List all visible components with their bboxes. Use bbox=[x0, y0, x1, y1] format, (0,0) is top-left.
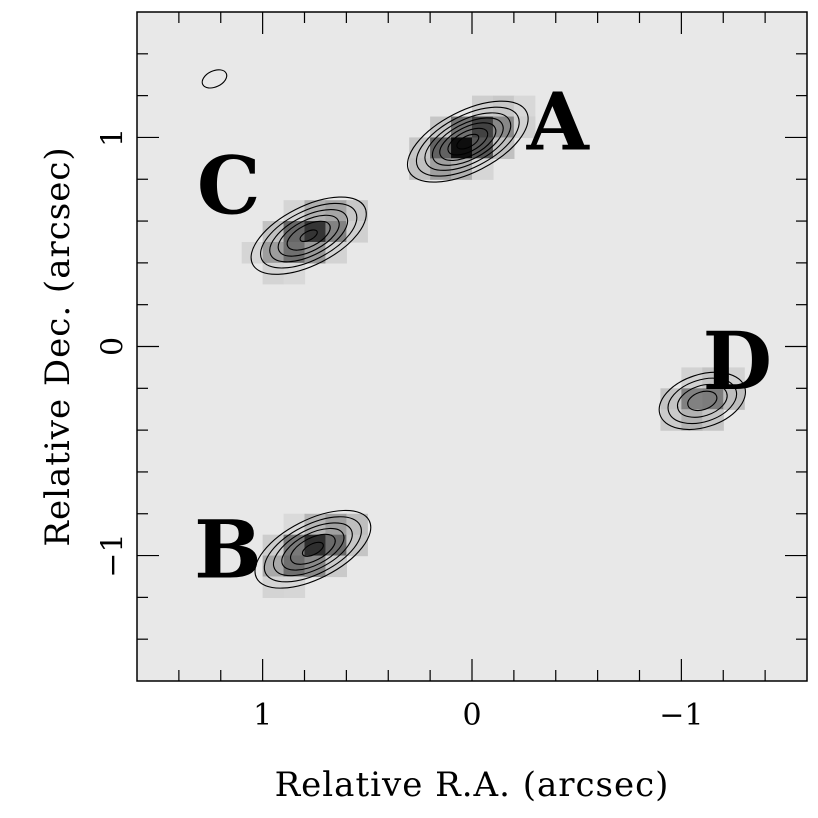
intensity-pixel bbox=[283, 513, 306, 536]
component-label-A: A bbox=[526, 75, 590, 169]
contour-A bbox=[439, 122, 497, 161]
intensity-pixel bbox=[283, 534, 306, 557]
intensity-pixel bbox=[430, 158, 452, 180]
intensity-pixel bbox=[346, 513, 368, 536]
component-labels: A B C D bbox=[194, 75, 772, 597]
intensity-pixel bbox=[325, 200, 347, 222]
contour-layer bbox=[201, 69, 747, 589]
intensity-pixel bbox=[346, 200, 368, 222]
y-tick-label: 1 bbox=[96, 128, 131, 147]
intensity-pixel bbox=[681, 388, 703, 410]
contour-B bbox=[272, 522, 353, 577]
plot-frame bbox=[136, 11, 808, 682]
intensity-pixel bbox=[262, 534, 285, 557]
intensity-pixel bbox=[681, 409, 703, 431]
contour-D bbox=[667, 377, 738, 425]
contour-B bbox=[281, 527, 345, 571]
intensity-pixel bbox=[472, 95, 494, 118]
contour-C bbox=[277, 214, 340, 257]
contour-C bbox=[259, 202, 358, 269]
intensity-pixel bbox=[723, 367, 745, 389]
y-axis-title: Relative Dec. (arcsec) bbox=[38, 146, 78, 546]
contour-D bbox=[658, 371, 747, 430]
intensity-pixel bbox=[283, 555, 306, 578]
intensity-pixel bbox=[681, 367, 703, 389]
intensity-pixel bbox=[325, 555, 347, 578]
contour-D bbox=[676, 383, 728, 418]
intensity-pixel bbox=[262, 241, 285, 264]
contour-A bbox=[456, 133, 480, 150]
intensity-pixel bbox=[660, 409, 682, 431]
intensity-pixel bbox=[304, 221, 327, 243]
intensity-pixel bbox=[472, 158, 494, 180]
contour-A bbox=[424, 112, 512, 171]
contour-A bbox=[415, 106, 520, 177]
intensity-pixel bbox=[325, 534, 347, 557]
intensity-pixel bbox=[304, 200, 327, 222]
component-label-D: D bbox=[703, 314, 772, 408]
contour-B bbox=[254, 509, 372, 589]
intensity-pixel bbox=[723, 388, 745, 410]
contour-B bbox=[301, 541, 324, 557]
y-tick-label: 0 bbox=[96, 337, 131, 356]
contour-B bbox=[289, 533, 336, 565]
intensity-pixel bbox=[472, 116, 494, 139]
axis-ticks bbox=[137, 12, 807, 681]
x-tick-label: −1 bbox=[659, 698, 703, 733]
contour-A bbox=[431, 117, 504, 166]
y-tick-label: −1 bbox=[96, 533, 131, 577]
contour-D bbox=[687, 390, 718, 412]
intensity-pixel bbox=[241, 241, 264, 264]
x-tick-label: 1 bbox=[253, 698, 272, 733]
contour-C bbox=[286, 220, 331, 251]
tick-labels: 1 0 −1 1 0 −1 bbox=[96, 128, 704, 733]
intensity-pixel bbox=[346, 221, 368, 243]
x-axis-title: Relative R.A. (arcsec) bbox=[275, 765, 670, 805]
intensity-pixel bbox=[283, 200, 306, 222]
intensity-pixel bbox=[492, 95, 515, 118]
contour-C bbox=[250, 196, 367, 275]
intensity-pixel bbox=[513, 95, 536, 118]
x-tick-label: 0 bbox=[462, 698, 481, 733]
intensity-pixel bbox=[451, 158, 473, 180]
contour-A bbox=[406, 100, 529, 183]
contour-B bbox=[263, 516, 362, 583]
intensity-pixel bbox=[304, 534, 327, 557]
intensity-pixel bbox=[283, 262, 306, 285]
contour-C bbox=[299, 229, 318, 243]
component-label-C: C bbox=[197, 139, 261, 233]
noise-contour bbox=[201, 69, 228, 89]
component-label-B: B bbox=[194, 502, 262, 596]
intensity-pixel bbox=[702, 388, 724, 410]
contour-C bbox=[269, 209, 349, 263]
intensity-pixel bbox=[325, 513, 347, 536]
intensity-pixel bbox=[409, 158, 431, 180]
intensity-pixel bbox=[451, 137, 473, 159]
contour-A bbox=[447, 127, 489, 156]
intensity-pixel bbox=[472, 137, 494, 159]
